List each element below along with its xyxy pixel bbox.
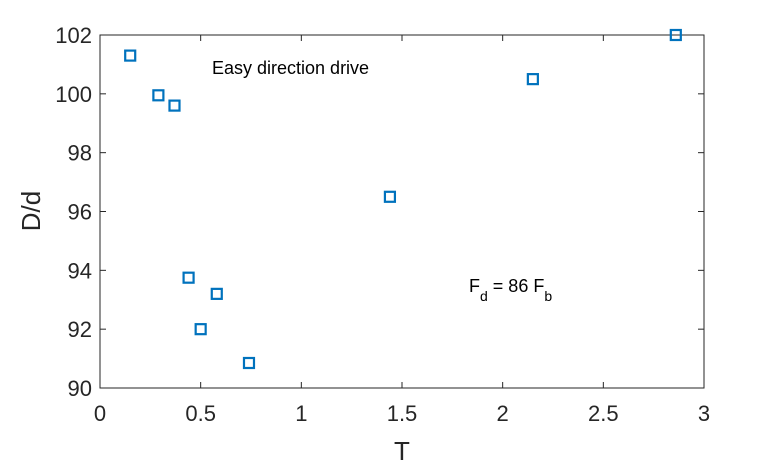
y-tick-label: 96 — [68, 200, 92, 225]
y-tick-label: 100 — [55, 82, 92, 107]
force-sub-d: d — [480, 288, 488, 304]
force-annotation: Fd = 86 Fb — [469, 276, 552, 304]
x-tick-label: 3 — [698, 401, 710, 426]
data-point — [242, 356, 256, 370]
x-tick-label: 1 — [295, 401, 307, 426]
x-tick-label: 0.5 — [185, 401, 216, 426]
x-tick-label: 1.5 — [387, 401, 418, 426]
force-mid: = 86 F — [488, 276, 545, 296]
y-tick-label: 98 — [68, 141, 92, 166]
data-point — [168, 99, 181, 112]
plot-area — [99, 34, 705, 389]
x-tick-label: 2 — [497, 401, 509, 426]
data-point — [669, 28, 682, 42]
data-point — [383, 190, 397, 203]
y-tick-label: 102 — [55, 23, 92, 48]
x-tick-label: 0 — [94, 401, 106, 426]
y-axis: 90 92 94 96 98 100 102 — [55, 23, 704, 401]
y-tick-label: 92 — [68, 317, 92, 342]
x-axis: 0 0.5 1 1.5 2 2.5 3 — [94, 35, 710, 426]
data-point — [124, 49, 137, 62]
data-point — [152, 89, 165, 102]
y-tick-label: 94 — [68, 258, 92, 283]
x-tick-label: 2.5 — [588, 401, 619, 426]
y-tick-label: 90 — [68, 376, 92, 401]
force-main: F — [469, 276, 480, 296]
data-point — [210, 287, 223, 300]
force-sub-b: b — [544, 288, 552, 304]
x-axis-label: T — [394, 436, 410, 466]
data-point — [182, 271, 195, 284]
drive-annotation: Easy direction drive — [212, 58, 369, 78]
data-points — [124, 28, 682, 370]
y-axis-label: D/d — [16, 191, 46, 231]
data-point — [194, 323, 207, 336]
data-point — [526, 73, 539, 86]
